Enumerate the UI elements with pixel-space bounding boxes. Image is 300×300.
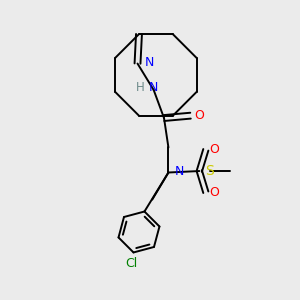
Text: N: N	[175, 164, 184, 178]
Text: H: H	[136, 81, 145, 94]
Text: Cl: Cl	[125, 257, 137, 270]
Text: O: O	[209, 143, 219, 156]
Text: S: S	[205, 164, 213, 178]
Text: N: N	[145, 56, 154, 69]
Text: N: N	[149, 81, 158, 94]
Text: O: O	[209, 186, 219, 199]
Text: O: O	[194, 109, 204, 122]
